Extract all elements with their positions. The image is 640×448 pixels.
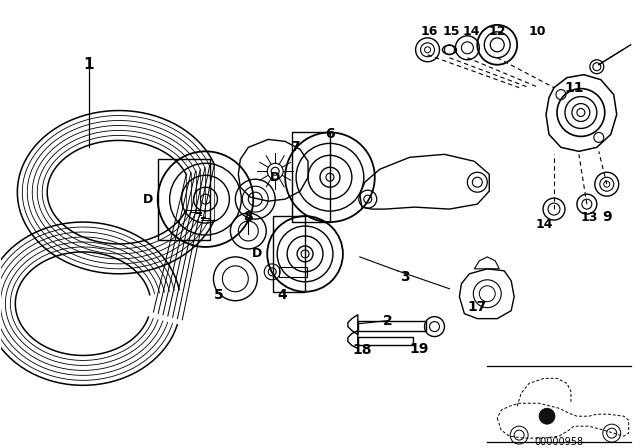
Text: D: D xyxy=(252,247,262,260)
Text: 19: 19 xyxy=(410,341,429,356)
Text: D: D xyxy=(270,171,280,184)
Text: 5: 5 xyxy=(214,288,223,302)
Text: 12: 12 xyxy=(488,26,506,39)
Bar xyxy=(358,336,413,345)
Text: 17: 17 xyxy=(468,300,487,314)
Text: 14: 14 xyxy=(535,218,553,231)
Text: 6: 6 xyxy=(325,127,335,142)
Text: 15: 15 xyxy=(443,26,460,39)
Bar xyxy=(273,216,305,292)
Text: 11: 11 xyxy=(564,81,584,95)
Text: 7: 7 xyxy=(291,140,300,155)
Bar xyxy=(292,133,330,222)
Text: 4: 4 xyxy=(277,288,287,302)
Bar xyxy=(358,321,426,331)
Text: D: D xyxy=(143,193,153,206)
Text: 00000958: 00000958 xyxy=(534,437,584,447)
Bar xyxy=(279,267,307,277)
Text: 1: 1 xyxy=(84,57,94,72)
Text: 14: 14 xyxy=(463,26,480,39)
Bar xyxy=(157,159,211,240)
Text: 9: 9 xyxy=(602,210,612,224)
Text: 2: 2 xyxy=(383,314,392,327)
Text: 8: 8 xyxy=(243,210,253,224)
Circle shape xyxy=(539,408,555,424)
Text: 18: 18 xyxy=(352,344,372,358)
Text: 10: 10 xyxy=(528,26,546,39)
Text: 13: 13 xyxy=(580,211,598,224)
Text: 16: 16 xyxy=(421,26,438,39)
Text: 3: 3 xyxy=(400,270,410,284)
